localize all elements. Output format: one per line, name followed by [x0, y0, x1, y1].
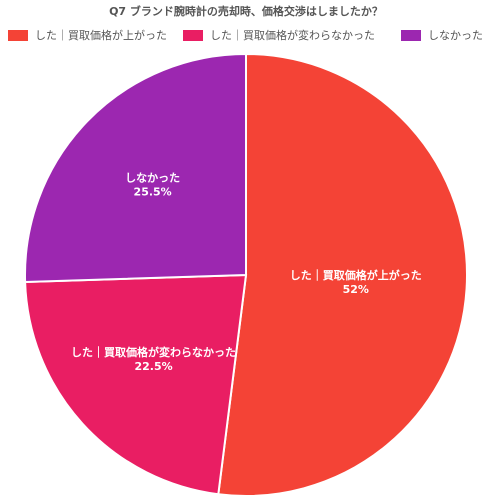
legend-label-raised: した｜買取価格が上がった: [35, 29, 167, 42]
legend-item-unchanged[interactable]: した｜買取価格が変わらなかった: [183, 27, 375, 43]
slice-label-unchanged: した｜買取価格が変わらなかった: [71, 345, 236, 359]
legend-label-no-negotiation: しなかった: [428, 29, 483, 42]
slice-label-raised: した｜買取価格が上がった: [290, 268, 422, 282]
pie-slice-unchanged[interactable]: [24, 273, 248, 496]
pie-slice-no-negotiation[interactable]: [24, 52, 247, 283]
legend-swatch-no-negotiation: [401, 29, 421, 41]
slice-label-no-negotiation: しなかった: [125, 172, 180, 185]
slice-value-no-negotiation: 25.5%: [134, 186, 172, 199]
slice-value-raised: 52%: [343, 283, 369, 296]
slice-value-unchanged: 22.5%: [134, 360, 172, 373]
legend-swatch-unchanged: [183, 29, 203, 41]
legend-swatch-raised: [8, 29, 28, 41]
pie-slice-raised[interactable]: [217, 52, 468, 497]
chart-title: Q7 ブランド腕時計の売却時、価格交渉はしましたか？: [109, 5, 383, 18]
legend-label-unchanged: した｜買取価格が変わらなかった: [210, 29, 375, 42]
legend: した｜買取価格が上がった した｜買取価格が変わらなかった しなかった: [0, 27, 492, 45]
legend-item-no-negotiation[interactable]: しなかった: [401, 27, 483, 43]
legend-item-raised[interactable]: した｜買取価格が上がった: [8, 27, 167, 43]
